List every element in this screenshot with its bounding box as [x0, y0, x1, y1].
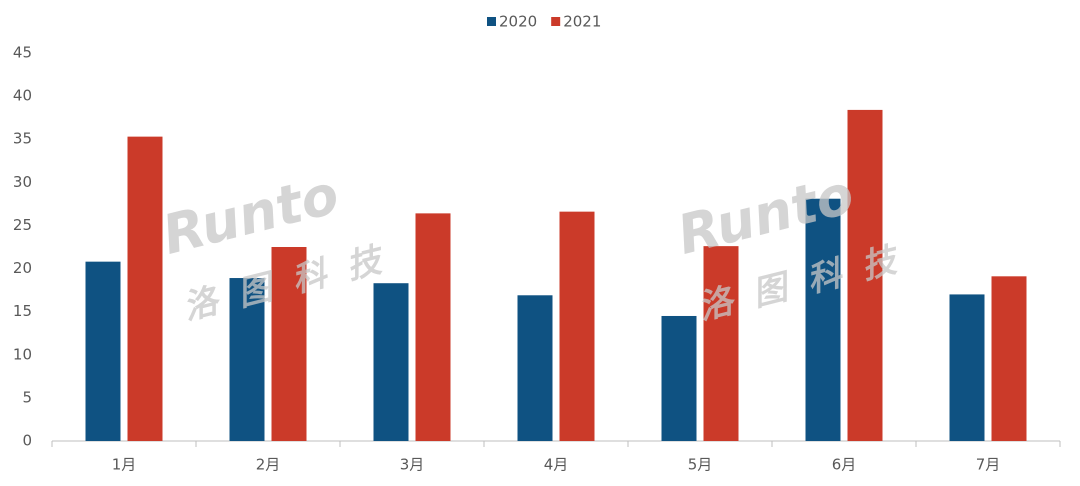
bar: [517, 295, 553, 441]
y-tick-label: 20: [13, 259, 32, 277]
bar: [847, 109, 883, 441]
bar: [85, 261, 121, 441]
bar: [271, 247, 307, 441]
y-tick-label: 15: [13, 302, 32, 320]
bar: [127, 136, 163, 441]
y-tick-label: 40: [13, 87, 32, 105]
y-tick-label: 5: [22, 388, 32, 406]
y-tick-label: 30: [13, 173, 32, 191]
legend-swatch: [487, 17, 496, 26]
bar: [559, 211, 595, 441]
y-tick-label: 45: [13, 44, 32, 62]
bar: [805, 198, 841, 441]
y-tick-label: 0: [22, 432, 32, 450]
y-tick-label: 25: [13, 216, 32, 234]
y-tick-label: 10: [13, 345, 32, 363]
bar: [991, 276, 1027, 441]
x-tick-label: 3月: [400, 456, 425, 474]
bar: [949, 294, 985, 441]
y-tick-label: 35: [13, 130, 32, 148]
bar: [661, 315, 697, 441]
x-tick-label: 6月: [832, 456, 857, 474]
bar: [415, 213, 451, 441]
legend-swatch: [551, 17, 561, 26]
x-tick-label: 2月: [256, 456, 281, 474]
legend-label: 2021: [563, 13, 601, 31]
x-tick-label: 5月: [688, 456, 713, 474]
x-tick-label: 1月: [112, 456, 137, 474]
bar: [373, 283, 409, 441]
bar: [229, 278, 265, 441]
x-tick-label: 7月: [976, 456, 1001, 474]
bar: [703, 246, 739, 441]
x-tick-label: 4月: [544, 456, 569, 474]
watermark-brand: Runto: [156, 163, 344, 267]
legend-label: 2020: [499, 13, 537, 31]
